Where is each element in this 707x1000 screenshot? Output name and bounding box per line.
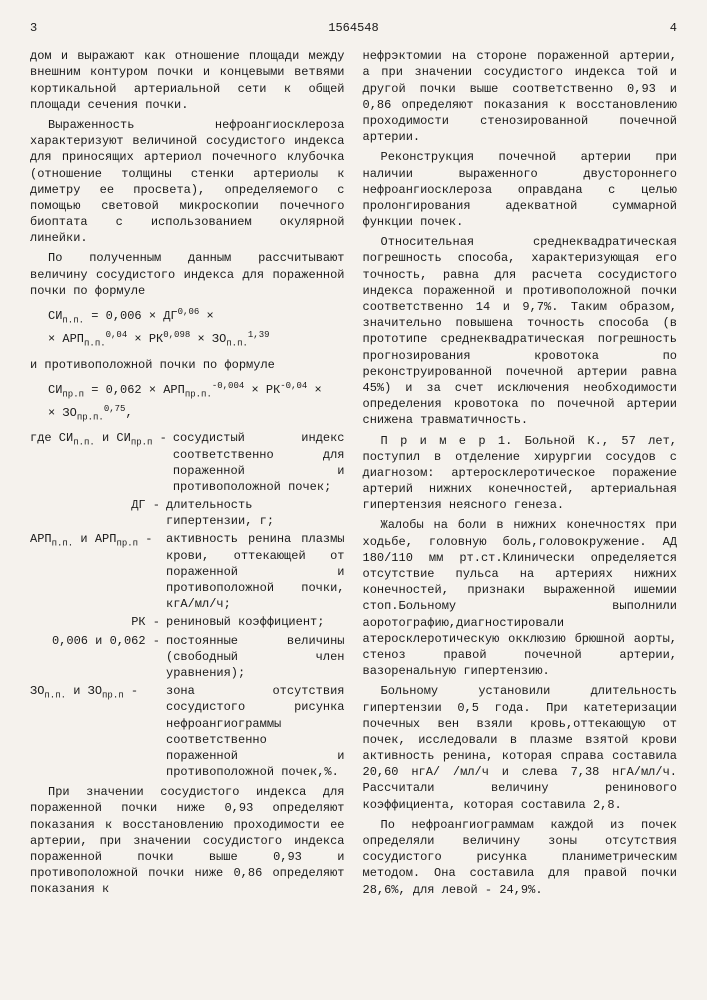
def-desc: зона отсутствия сосудистого рисунка нефр… xyxy=(166,683,345,780)
def-term: где СИп.п. и СИпр.п - xyxy=(30,430,173,495)
page-number-left: 3 xyxy=(30,20,244,36)
paragraph: Реконструкция почечной артерии при налич… xyxy=(363,149,678,230)
paragraph: По полученным данным рассчитывают величи… xyxy=(30,250,345,299)
page-header: 3 1564548 4 xyxy=(30,20,677,36)
page-number-right: 4 xyxy=(464,20,678,36)
def-row: ДГ - длительность гипертензии, г; xyxy=(30,497,345,529)
formula-2: СИпр.п = 0,062 × АРПпр.п.-0,004 × РК-0,0… xyxy=(48,379,345,425)
paragraph: П р и м е р 1. Больной К., 57 лет, посту… xyxy=(363,433,678,514)
def-row: ЗОп.п. и ЗОпр.п - зона отсутствия сосуди… xyxy=(30,683,345,780)
def-desc: рениновый коэффициент; xyxy=(166,614,345,630)
def-row: 0,006 и 0,062 - постоянные величины (сво… xyxy=(30,633,345,682)
paragraph: При значении сосудистого индекса для пор… xyxy=(30,784,345,897)
paragraph: Выраженность нефроангиосклероза характер… xyxy=(30,117,345,247)
paragraph: нефрэктомии на стороне пораженной артери… xyxy=(363,48,678,145)
paragraph: Относительная среднеквадратическая погре… xyxy=(363,234,678,428)
def-desc: длительность гипертензии, г; xyxy=(166,497,345,529)
def-row: АРПп.п. и АРПпр.п - активность ренина пл… xyxy=(30,531,345,612)
def-term: АРПп.п. и АРПпр.п - xyxy=(30,531,166,612)
def-desc: постоянные величины (свободный член урав… xyxy=(166,633,345,682)
def-term: ЗОп.п. и ЗОпр.п - xyxy=(30,683,166,780)
def-desc: сосудистый индекс соответственно для пор… xyxy=(173,430,345,495)
paragraph: Больному установили длительность гиперте… xyxy=(363,683,678,813)
paragraph: Жалобы на боли в нижних конечностях при … xyxy=(363,517,678,679)
formula-1: СИп.п. = 0,006 × ДГ0,06 × × АРПп.п.0,04 … xyxy=(48,305,345,351)
def-term: 0,006 и 0,062 - xyxy=(30,633,166,682)
paragraph: дом и выражают как отношение площади меж… xyxy=(30,48,345,113)
def-term: ДГ - xyxy=(30,497,166,529)
def-desc: активность ренина плазмы крови, оттекающ… xyxy=(166,531,345,612)
def-row: где СИп.п. и СИпр.п - сосудистый индекс … xyxy=(30,430,345,495)
document-number: 1564548 xyxy=(247,20,461,36)
text-columns: дом и выражают как отношение площади меж… xyxy=(30,48,677,902)
left-column: дом и выражают как отношение площади меж… xyxy=(30,48,345,902)
def-term: РК - xyxy=(30,614,166,630)
right-column: нефрэктомии на стороне пораженной артери… xyxy=(363,48,678,902)
def-row: РК - рениновый коэффициент; xyxy=(30,614,345,630)
definition-list: где СИп.п. и СИпр.п - сосудистый индекс … xyxy=(30,430,345,780)
paragraph: и противоположной почки по формуле xyxy=(30,357,345,373)
paragraph: По нефроангиограммам каждой из почек опр… xyxy=(363,817,678,898)
